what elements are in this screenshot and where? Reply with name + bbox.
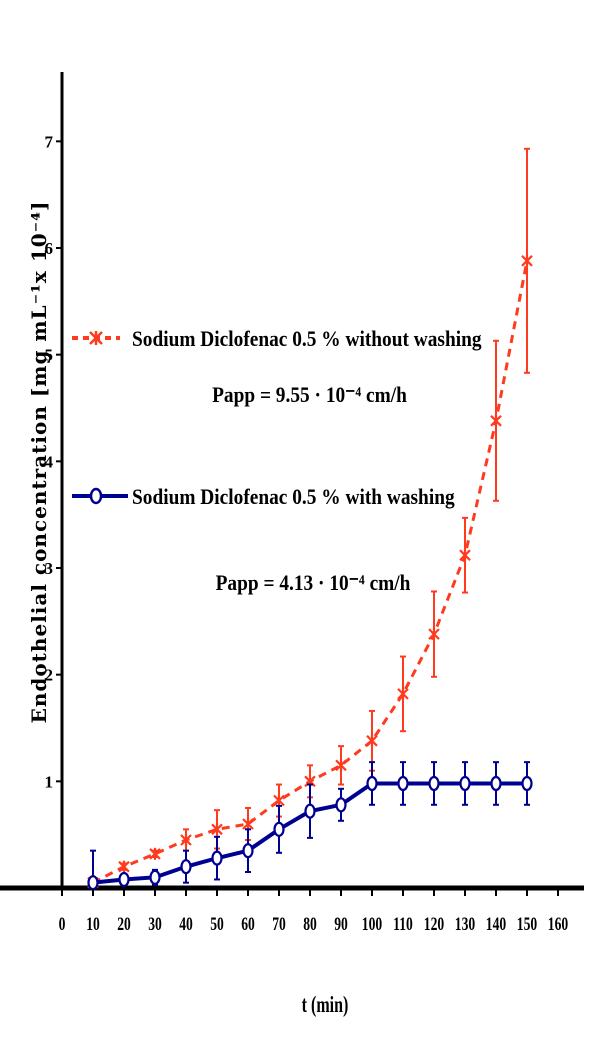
legend-marker-with-washing bbox=[89, 487, 103, 505]
data-point bbox=[521, 254, 533, 267]
data-point bbox=[304, 803, 316, 819]
x-tick-label: 140 bbox=[486, 913, 506, 935]
x-tick-label: 20 bbox=[117, 913, 131, 935]
x-tick-label: 50 bbox=[210, 913, 224, 935]
x-axis-title: t (min) bbox=[302, 992, 349, 1018]
data-point bbox=[335, 797, 347, 813]
legend: Sodium Diclofenac 0.5 % without washing … bbox=[72, 328, 482, 595]
x-tick-label: 130 bbox=[455, 913, 475, 935]
data-point bbox=[118, 860, 130, 873]
data-point bbox=[397, 687, 409, 700]
data-point bbox=[242, 818, 254, 830]
data-point bbox=[273, 821, 285, 837]
data-point bbox=[521, 775, 533, 792]
x-tick-label: 80 bbox=[303, 913, 317, 935]
data-point bbox=[490, 775, 502, 792]
data-point bbox=[335, 759, 347, 772]
x-tick-label: 90 bbox=[334, 913, 348, 935]
x-tick-label: 0 bbox=[59, 913, 66, 935]
data-point bbox=[180, 859, 192, 875]
data-point bbox=[211, 850, 223, 866]
series-layer bbox=[87, 147, 533, 891]
data-point bbox=[211, 823, 223, 836]
data-point bbox=[149, 847, 161, 860]
x-tick-label: 160 bbox=[548, 913, 568, 935]
papp-annotation-with-washing: Papp = 4.13 · 10⁻⁴ cm/h bbox=[216, 572, 411, 595]
series-0 bbox=[87, 147, 533, 889]
x-tick-label: 30 bbox=[148, 913, 162, 935]
data-point bbox=[459, 775, 471, 792]
legend-label-without-washing: Sodium Diclofenac 0.5 % without washing bbox=[132, 328, 482, 351]
x-tick-label: 60 bbox=[241, 913, 255, 935]
y-tick-label: 7 bbox=[45, 132, 54, 151]
data-point bbox=[366, 775, 378, 792]
data-point bbox=[118, 871, 130, 888]
data-point bbox=[490, 414, 502, 427]
y-tick-label: 2 bbox=[45, 666, 54, 685]
y-tick-label: 5 bbox=[45, 346, 54, 365]
y-tick-label: 4 bbox=[45, 452, 54, 471]
data-point bbox=[149, 869, 161, 885]
data-point bbox=[273, 794, 285, 807]
data-point bbox=[428, 628, 440, 641]
data-point bbox=[397, 775, 409, 792]
y-tick-label: 6 bbox=[45, 239, 54, 258]
legend-marker-without-washing bbox=[89, 331, 103, 345]
papp-annotation-without-washing: Papp = 9.55 · 10⁻⁴ cm/h bbox=[212, 384, 407, 407]
legend-label-with-washing: Sodium Diclofenac 0.5 % with washing bbox=[132, 486, 455, 509]
y-tick-label: 3 bbox=[45, 559, 54, 578]
data-point bbox=[459, 549, 471, 562]
data-point bbox=[180, 834, 192, 846]
x-tick-label: 110 bbox=[393, 913, 413, 935]
x-tick-label: 70 bbox=[272, 913, 286, 935]
x-tick-label: 150 bbox=[517, 913, 537, 935]
x-tick-label: 40 bbox=[179, 913, 193, 935]
data-point bbox=[366, 734, 378, 747]
data-point bbox=[87, 875, 99, 891]
y-tick-label: 1 bbox=[45, 772, 54, 791]
x-tick-label: 120 bbox=[424, 913, 444, 935]
series-1 bbox=[87, 761, 533, 891]
data-point bbox=[428, 775, 440, 792]
x-tick-label: 100 bbox=[362, 913, 382, 935]
y-axis-title: Endothelial concentration [mg mL⁻¹x 10⁻⁴… bbox=[27, 201, 51, 724]
data-point bbox=[242, 843, 254, 859]
x-tick-label: 10 bbox=[86, 913, 100, 935]
